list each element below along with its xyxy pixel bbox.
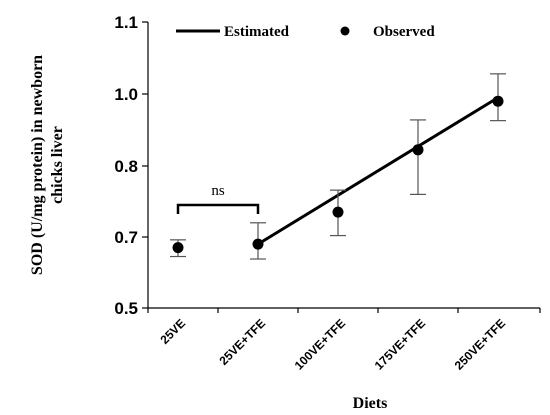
y-tick-label: 1.0	[114, 85, 138, 104]
x-tick-label: 250VE+TFE	[452, 316, 508, 372]
x-tick-label: 100VE+TFE	[292, 316, 348, 372]
y-axis-title-line-2: chicks liver	[49, 126, 66, 204]
x-tick-label: 175VE+TFE	[372, 316, 428, 372]
observed-point	[412, 144, 424, 156]
ns-bracket	[176, 203, 260, 214]
legend-observed-marker	[340, 26, 350, 36]
x-tick-label: 25VE	[157, 316, 188, 347]
ns-annotation: ns	[211, 183, 225, 199]
observed-point	[332, 206, 344, 218]
x-tick-label: 25VE+TFE	[216, 316, 268, 368]
observed-point	[252, 238, 264, 250]
y-axis-title-line-1: SOD (U/mg protein) in newborn	[29, 55, 46, 275]
legend-estimated-label: Estimated	[224, 24, 290, 40]
observed-point	[492, 95, 504, 107]
y-tick-label: 0.8	[114, 157, 138, 176]
legend: Estimated Observed	[176, 24, 435, 40]
legend-observed-label: Observed	[373, 24, 435, 40]
y-axis-title: SOD (U/mg protein) in newborn chicks liv…	[29, 55, 66, 275]
plot-area: 0.5 0.7 0.8 1.0 1.1 25VE 25VE+TFE 100VE+TFE 175V…	[114, 13, 541, 373]
y-tick-label: 0.7	[114, 228, 138, 247]
x-axis-title: Diets	[353, 395, 388, 412]
y-tick-label: 1.1	[114, 13, 138, 32]
estimated-line	[257, 96, 499, 246]
observed-point	[172, 242, 184, 254]
y-tick-label: 0.5	[114, 299, 138, 318]
